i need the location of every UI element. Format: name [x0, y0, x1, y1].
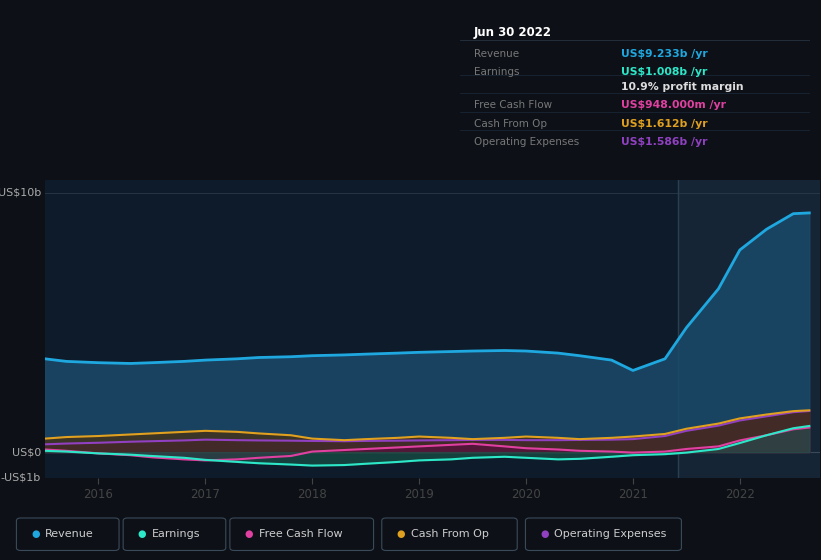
Text: Free Cash Flow: Free Cash Flow: [259, 529, 342, 539]
Text: Cash From Op: Cash From Op: [474, 119, 547, 129]
Text: US$1.612b /yr: US$1.612b /yr: [621, 119, 708, 129]
Text: ●: ●: [138, 529, 146, 539]
Text: ●: ●: [245, 529, 253, 539]
Text: Operating Expenses: Operating Expenses: [554, 529, 667, 539]
Bar: [678, 180, 821, 478]
Text: Revenue: Revenue: [45, 529, 94, 539]
Text: ●: ●: [540, 529, 548, 539]
Text: US$9.233b /yr: US$9.233b /yr: [621, 49, 708, 59]
Text: US$10b: US$10b: [0, 188, 41, 198]
Text: US$0: US$0: [11, 447, 41, 457]
Text: ●: ●: [397, 529, 405, 539]
Text: Revenue: Revenue: [474, 49, 519, 59]
Text: Operating Expenses: Operating Expenses: [474, 137, 580, 147]
Text: ●: ●: [31, 529, 39, 539]
Text: US$948.000m /yr: US$948.000m /yr: [621, 100, 726, 110]
Text: Earnings: Earnings: [474, 67, 520, 77]
Text: 10.9% profit margin: 10.9% profit margin: [621, 82, 744, 92]
Text: Earnings: Earnings: [152, 529, 200, 539]
Text: Free Cash Flow: Free Cash Flow: [474, 100, 553, 110]
Text: Jun 30 2022: Jun 30 2022: [474, 26, 552, 39]
Text: US$1.586b /yr: US$1.586b /yr: [621, 137, 708, 147]
Text: US$1.008b /yr: US$1.008b /yr: [621, 67, 708, 77]
Text: Cash From Op: Cash From Op: [410, 529, 488, 539]
Text: -US$1b: -US$1b: [1, 473, 41, 483]
